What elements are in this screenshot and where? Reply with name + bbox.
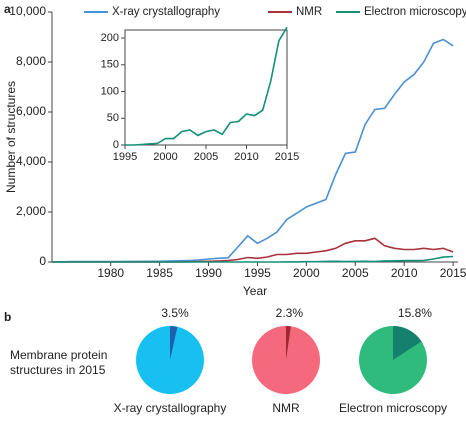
value-label: 15.8% (398, 306, 432, 320)
pie-slice (170, 326, 178, 360)
x-tick-label: 2005 (342, 266, 369, 280)
pie-slice (393, 326, 422, 360)
pie-title: Electron microscopy (339, 401, 447, 415)
y-tick-label: 6,000 (16, 104, 46, 118)
y-tick-label: 100 (101, 85, 119, 97)
line-series (125, 26, 288, 146)
line-series (52, 237, 454, 263)
panel-label: a (4, 2, 11, 16)
x-tick-label: 2005 (194, 151, 218, 163)
pie-title: X-ray crystallography (114, 401, 227, 415)
row-label: Membrane protein structures in 2015 (10, 348, 108, 377)
x-tick-label: 2010 (391, 266, 418, 280)
x-tick-label: 2000 (293, 266, 320, 280)
value-label: 2.3% (276, 306, 304, 320)
y-tick-label: 10,000 (9, 4, 46, 18)
y-tick-label: 150 (101, 59, 119, 71)
x-tick-label: 1995 (113, 151, 137, 163)
pie-title: NMR (272, 401, 300, 415)
legend-label: Electron microscopy (364, 6, 466, 18)
line-series (52, 255, 454, 263)
legend-label: X-ray crystallography (112, 6, 220, 18)
x-tick-label: 2015 (440, 266, 466, 280)
y-tick-label: 4,000 (16, 154, 46, 168)
y-tick-label: 0 (39, 254, 46, 268)
y-tick-label: 2,000 (16, 204, 46, 218)
y-tick-label: 8,000 (16, 54, 46, 68)
x-tick-label: 2000 (153, 151, 177, 163)
x-tick-label: 2015 (275, 151, 299, 163)
value-label: 3.5% (161, 306, 189, 320)
legend-label: NMR (296, 6, 322, 18)
panel-label: b (4, 310, 11, 324)
y-tick-label: 50 (107, 112, 119, 124)
x-tick-label: 1995 (244, 266, 271, 280)
y-tick-label: 200 (101, 32, 119, 44)
y-axis-label: Number of structures (4, 81, 18, 193)
x-tick-label: 1980 (97, 266, 124, 280)
y-tick-label: 0 (113, 139, 119, 151)
x-tick-label: 2010 (234, 151, 258, 163)
x-tick-label: 1990 (195, 266, 222, 280)
pie-slice (286, 326, 291, 360)
x-tick-label: 1985 (146, 266, 173, 280)
inset-frame (124, 29, 288, 146)
x-axis-label: Year (243, 284, 267, 298)
